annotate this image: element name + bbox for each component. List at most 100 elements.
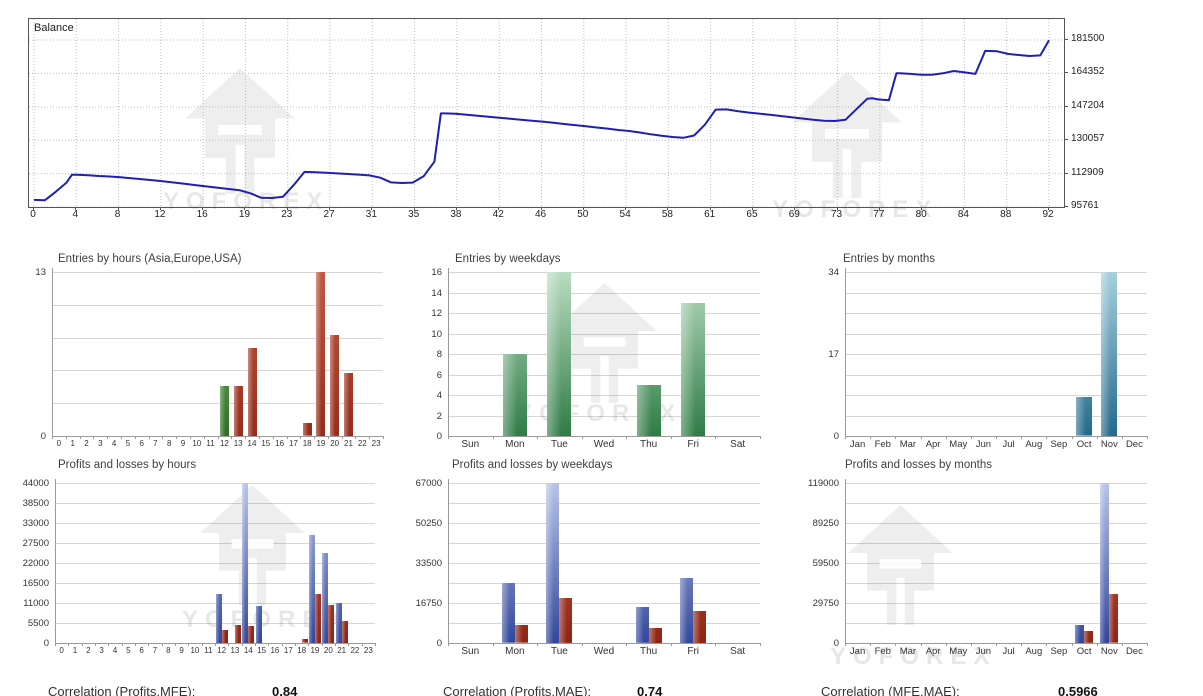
balance-x-tick-label: 35 bbox=[408, 209, 420, 220]
grid-line bbox=[448, 415, 760, 417]
x-tick-label: 10 bbox=[192, 439, 202, 448]
x-tick-label: 2 bbox=[84, 439, 89, 448]
tick-mark bbox=[321, 643, 323, 646]
y-tick-label: 10 bbox=[431, 328, 442, 340]
y-tick-label: 16500 bbox=[22, 578, 49, 589]
tick-mark bbox=[970, 436, 972, 439]
tick-mark bbox=[231, 436, 233, 439]
x-tick-label: Aug bbox=[1025, 439, 1043, 450]
balance-x-tick-label: 23 bbox=[281, 209, 293, 220]
tick-mark bbox=[1147, 436, 1148, 439]
bar bbox=[215, 593, 222, 643]
tick-mark bbox=[108, 643, 110, 646]
x-tick-label: Sat bbox=[730, 439, 746, 450]
bar bbox=[1109, 594, 1119, 643]
x-tick-label: Thu bbox=[639, 439, 658, 450]
tick-mark bbox=[870, 643, 872, 646]
tick-mark bbox=[295, 643, 296, 646]
balance-x-tick-label: 27 bbox=[323, 209, 335, 220]
tick-mark bbox=[751, 207, 753, 210]
grid-line bbox=[845, 503, 1147, 504]
y-tick-label: 33500 bbox=[415, 558, 442, 569]
tick-mark bbox=[537, 436, 539, 439]
bar bbox=[219, 385, 229, 436]
tick-mark bbox=[996, 436, 997, 439]
bar bbox=[681, 302, 706, 437]
tick-mark bbox=[383, 436, 384, 439]
x-tick-label: Oct bbox=[1076, 439, 1092, 450]
x-tick-label: Jan bbox=[849, 439, 866, 450]
x-tick-label: 17 bbox=[288, 439, 298, 448]
tick-mark bbox=[308, 643, 310, 646]
y-tick-label: 0 bbox=[40, 431, 46, 442]
grid-line bbox=[448, 292, 760, 294]
tick-mark bbox=[348, 643, 350, 646]
x-tick-label: Sat bbox=[730, 646, 746, 657]
bar bbox=[693, 611, 707, 643]
balance-x-tick-label: 0 bbox=[30, 209, 36, 220]
tick-mark bbox=[1064, 105, 1068, 107]
grid-line bbox=[845, 483, 1147, 484]
grid-line bbox=[448, 313, 760, 314]
y-tick-label: 12 bbox=[431, 308, 442, 319]
x-tick-label: May bbox=[949, 646, 968, 657]
x-tick-label: Fri bbox=[687, 439, 700, 450]
y-tick-label: 59500 bbox=[812, 558, 839, 569]
tick-mark bbox=[878, 207, 880, 210]
grid-line bbox=[55, 483, 375, 484]
y-tick-label: 119000 bbox=[808, 478, 839, 489]
tick-mark bbox=[258, 436, 260, 439]
tick-mark bbox=[272, 436, 274, 439]
balance-label: Balance bbox=[34, 22, 74, 34]
x-tick-label: 12 bbox=[219, 439, 229, 448]
tick-mark bbox=[52, 436, 53, 439]
tick-mark bbox=[540, 207, 542, 210]
tick-mark bbox=[286, 207, 288, 210]
x-tick-label: Mar bbox=[899, 439, 917, 450]
x-tick-label: Sun bbox=[461, 439, 480, 450]
tick-mark bbox=[963, 207, 965, 210]
tick-mark bbox=[201, 643, 203, 646]
tick-mark bbox=[845, 436, 846, 439]
x-tick-label: 20 bbox=[330, 439, 340, 448]
x-tick-label: 18 bbox=[302, 439, 312, 448]
x-tick-label: 0 bbox=[59, 646, 64, 655]
tick-mark bbox=[162, 436, 164, 439]
y-tick-label: 29750 bbox=[812, 598, 839, 609]
x-tick-label: May bbox=[949, 439, 968, 450]
balance-y-tick-label: 95761 bbox=[1071, 200, 1099, 211]
tick-mark bbox=[117, 207, 119, 210]
balance-y-tick-label: 147204 bbox=[1071, 99, 1105, 111]
x-tick-label: 14 bbox=[247, 439, 257, 448]
x-tick-label: Nov bbox=[1100, 439, 1118, 450]
tick-mark bbox=[760, 643, 761, 646]
tick-mark bbox=[329, 207, 331, 210]
tick-mark bbox=[268, 643, 270, 646]
x-tick-label: 0 bbox=[56, 439, 62, 448]
bar bbox=[255, 605, 262, 643]
x-tick-label: 7 bbox=[153, 439, 158, 448]
y-axis-line bbox=[448, 479, 449, 643]
tick-mark bbox=[709, 207, 711, 210]
grid-line bbox=[55, 523, 375, 524]
x-tick-label: 8 bbox=[166, 439, 172, 448]
grid-line bbox=[52, 304, 383, 306]
y-tick-label: 0 bbox=[833, 638, 839, 649]
grid-line bbox=[448, 563, 760, 564]
x-tick-label: 15 bbox=[257, 646, 267, 655]
grid-line bbox=[448, 395, 760, 396]
grid-line bbox=[845, 603, 1147, 604]
tick-mark bbox=[921, 207, 923, 210]
x-tick-label: Jul bbox=[1002, 646, 1015, 657]
grid-line bbox=[845, 623, 1147, 624]
tick-mark bbox=[228, 643, 230, 646]
grid-line bbox=[845, 272, 1147, 273]
bar bbox=[680, 577, 694, 643]
tick-mark bbox=[498, 207, 500, 210]
grid-line bbox=[448, 354, 760, 355]
x-tick-label: 16 bbox=[270, 646, 280, 655]
tick-mark bbox=[314, 436, 315, 439]
x-tick-label: 8 bbox=[166, 646, 171, 655]
tick-mark bbox=[1071, 643, 1073, 646]
bar bbox=[309, 535, 315, 643]
